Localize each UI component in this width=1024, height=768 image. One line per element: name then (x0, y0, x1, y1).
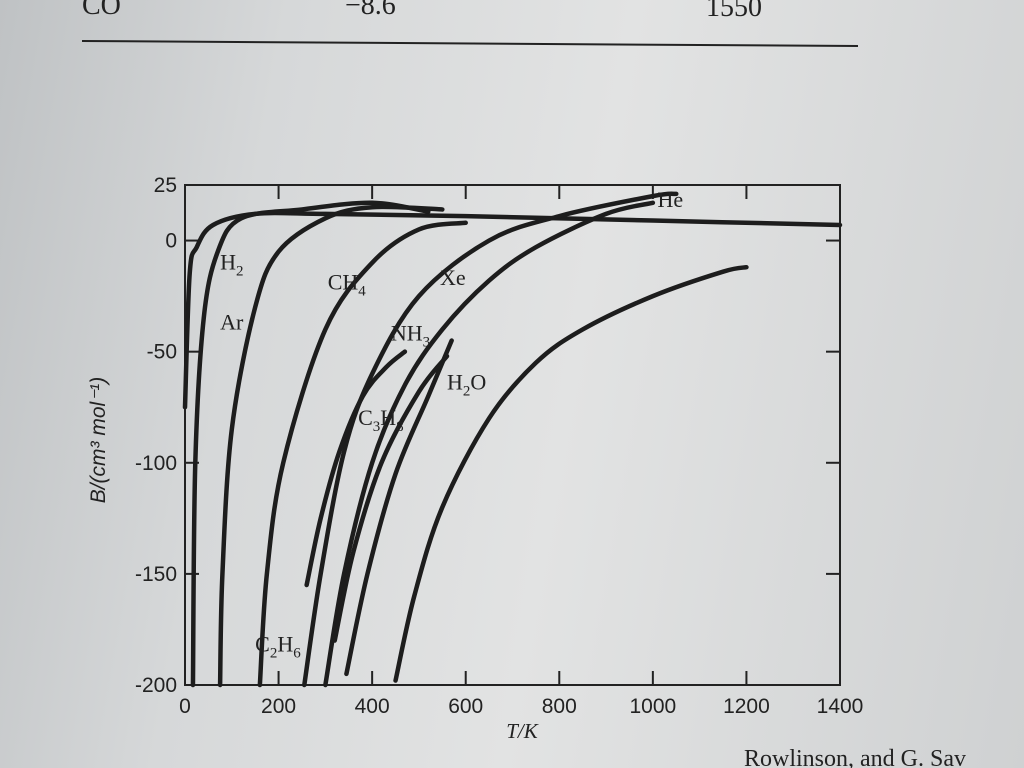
x-tick-label: 200 (261, 695, 296, 718)
x-tick-label: 0 (179, 695, 191, 718)
y-tick-label: -100 (135, 452, 177, 475)
x-tick-label: 1400 (817, 695, 864, 718)
series-label-c3h8: C3H8 (358, 405, 404, 435)
series-label-xe: Xe (440, 265, 466, 290)
table-cell-temperature: 1550 (706, 0, 762, 23)
x-axis-label: T/K (506, 719, 539, 743)
series-curve-he (182, 210, 843, 410)
y-tick-label: -200 (135, 674, 177, 697)
series-curve-extra (304, 349, 408, 588)
series-label-h2: H2 (220, 249, 243, 279)
series-curve-ch4 (257, 220, 468, 688)
y-axis: 25 0 -50 -100 -150 -200 (135, 174, 840, 697)
series-label-nh3: NH3 (391, 321, 430, 351)
series-label-ch4: CH4 (328, 269, 367, 299)
y-tick-label: -150 (135, 563, 177, 586)
x-tick-label: 600 (448, 695, 483, 718)
series-label-ar: Ar (220, 309, 244, 334)
plot-frame (184, 184, 841, 686)
series-curve-c2h6 (323, 200, 656, 688)
series-curve-xe (302, 191, 679, 688)
y-tick-label: 25 (154, 174, 177, 197)
data-series (182, 191, 843, 688)
x-tick-label: 800 (542, 695, 577, 718)
y-tick-label: -50 (147, 341, 177, 364)
series-curve-h2 (190, 200, 431, 688)
series-label-h2o: H2O (447, 369, 486, 399)
top-table-fragment: CO −8.6 1550 (81, 0, 859, 47)
series-label-he: He (658, 187, 684, 212)
virial-coefficient-chart: 25 0 -50 -100 -150 -200 0 200 400 600 800 1000 1200… (87, 174, 863, 743)
x-tick-label: 400 (355, 695, 390, 718)
footer-text: Rowlinson, and G. Sav (744, 746, 966, 768)
x-tick-label: 1000 (629, 695, 676, 718)
table-cell-value: −8.6 (345, 0, 396, 21)
series-curve-h2o (393, 264, 749, 683)
table-cell-species: CO (82, 0, 121, 21)
table-rule (81, 40, 859, 47)
y-tick-label: 0 (165, 230, 177, 253)
series-labels: He H2 Ar CH4 Xe NH3 C3H8 H2O C2H6 (220, 187, 683, 661)
series-curve-ar (217, 204, 445, 688)
series-curve-nh3 (332, 353, 450, 643)
y-axis-label: B/(cm³ mol⁻¹) (87, 377, 110, 504)
series-curve-c3h8 (344, 338, 454, 677)
series-label-c2h6: C2H6 (255, 632, 301, 662)
x-axis: 0 200 400 600 800 1000 1200 1400 (179, 185, 863, 718)
x-tick-label: 1200 (723, 695, 770, 718)
